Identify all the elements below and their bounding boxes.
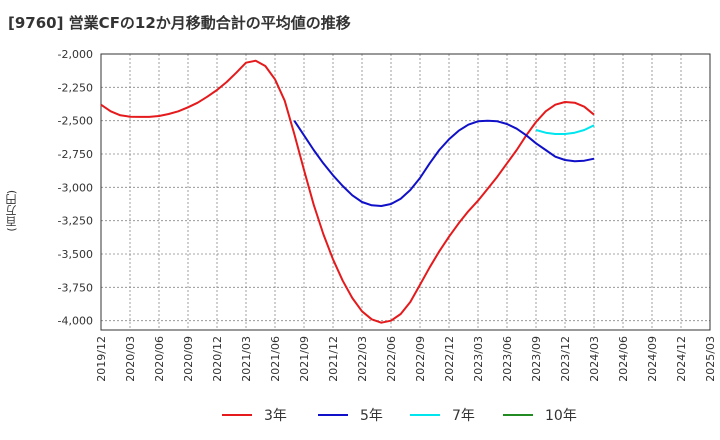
y-tick-label: -2,500	[58, 115, 93, 128]
x-tick-label: 2021/03	[240, 336, 253, 382]
y-tick-label: -3,000	[58, 181, 93, 194]
legend-label: 5年	[360, 408, 383, 424]
series-line	[535, 124, 595, 135]
y-axis-ticks: -2,000 -2,250 -2,500 -2,750 -3,000 -3,250 -3,5…	[58, 48, 93, 328]
x-tick-label: 2022/06	[385, 336, 398, 382]
x-tick-label: 2022/09	[414, 336, 427, 382]
x-tick-label: 2019/12	[95, 336, 108, 382]
plot-frame	[100, 53, 711, 331]
y-tick-label: -3,750	[58, 281, 93, 294]
x-tick-label: 2020/09	[182, 336, 195, 382]
y-tick-label: -3,500	[58, 248, 93, 261]
x-tick-label: 2020/06	[153, 336, 166, 382]
x-tick-label: 2021/06	[269, 336, 282, 382]
y-tick-label: -4,000	[58, 315, 93, 328]
x-tick-label: 2023/03	[472, 336, 485, 382]
x-tick-label: 2021/12	[327, 336, 340, 382]
x-tick-label: 2024/09	[646, 336, 659, 382]
y-tick-label: -2,000	[58, 48, 93, 61]
x-tick-label: 2022/12	[443, 336, 456, 382]
y-tick-label: -3,250	[58, 215, 93, 228]
series-line	[293, 119, 595, 207]
y-tick-label: -2,250	[58, 81, 93, 94]
x-tick-label: 2024/12	[675, 336, 688, 382]
legend-label: 7年	[452, 408, 475, 424]
x-tick-label: 2025/03	[704, 336, 717, 382]
grid-lines	[100, 53, 711, 330]
legend: 3年 5年 7年 10年	[222, 408, 577, 424]
y-tick-label: -2,750	[58, 148, 93, 161]
legend-label: 10年	[545, 408, 577, 424]
x-tick-label: 2020/12	[211, 336, 224, 382]
x-tick-label: 2023/12	[559, 336, 572, 382]
chart-title: [9760] 営業CFの12か月移動合計の平均値の推移	[8, 14, 351, 32]
legend-label: 3年	[264, 408, 287, 424]
series-line	[100, 59, 595, 324]
series-lines	[100, 59, 595, 324]
x-tick-label: 2023/06	[501, 336, 514, 382]
x-axis-ticks: 2019/12 2020/03 2020/06 2020/09 2020/12 2021/…	[95, 336, 717, 382]
x-tick-label: 2024/03	[588, 336, 601, 382]
x-tick-label: 2022/03	[356, 336, 369, 382]
x-tick-label: 2020/03	[124, 336, 137, 382]
x-tick-label: 2023/09	[530, 336, 543, 382]
x-tick-label: 2024/06	[617, 336, 630, 382]
x-tick-label: 2021/09	[298, 336, 311, 382]
